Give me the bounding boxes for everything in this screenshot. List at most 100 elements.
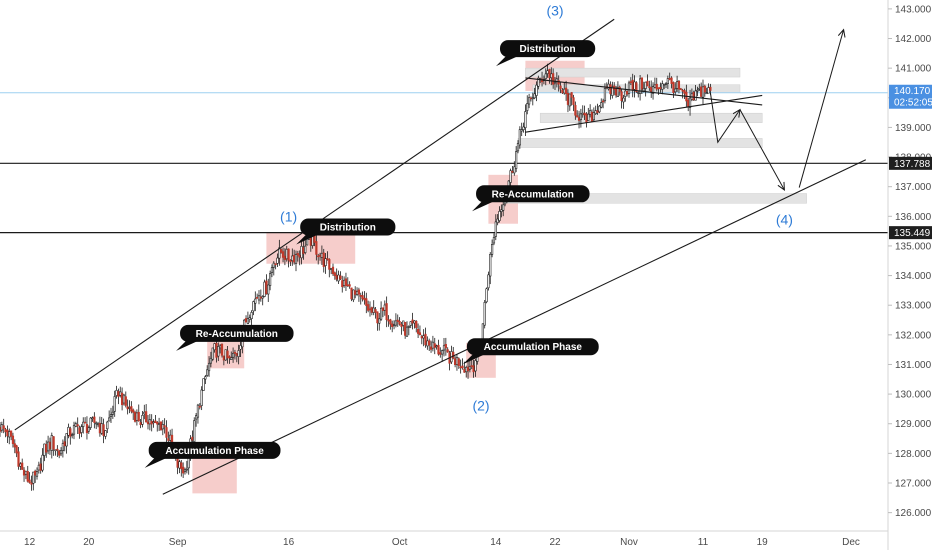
candle-down xyxy=(137,411,140,422)
callout-pointer xyxy=(472,201,495,212)
candle-down xyxy=(331,266,335,275)
candle-down xyxy=(146,421,150,425)
candle-up xyxy=(267,284,270,295)
candle-down xyxy=(0,427,2,432)
candle-down xyxy=(668,78,671,80)
y-tick-label: 129.000 xyxy=(895,419,932,430)
candle-up xyxy=(219,345,222,349)
candle-up xyxy=(587,113,590,121)
x-tick-label: 16 xyxy=(283,537,295,548)
candle-down xyxy=(156,421,159,425)
candle-down xyxy=(657,87,660,89)
axes-layer xyxy=(0,0,889,550)
candle-down xyxy=(428,340,431,346)
callouts-layer: Accumulation Phase Re-Accumulation Distrib… xyxy=(144,40,599,468)
candle-down xyxy=(335,274,338,280)
candle-down xyxy=(302,247,305,254)
candle-up xyxy=(589,110,592,115)
candle-down xyxy=(391,323,394,327)
candle-up xyxy=(207,362,211,372)
candle-down xyxy=(69,428,72,437)
candle-up xyxy=(239,345,242,350)
candle-down xyxy=(85,424,89,434)
candle-down xyxy=(609,84,612,95)
candle-down xyxy=(222,355,225,361)
candle-up xyxy=(342,279,346,286)
candle-down xyxy=(198,405,201,408)
candle-up xyxy=(455,357,459,365)
x-tick-label: Oct xyxy=(392,537,408,548)
callout-pointer xyxy=(462,354,485,365)
candle-down xyxy=(45,444,48,453)
candle-up xyxy=(143,411,146,415)
candle-up xyxy=(19,463,22,467)
candle-down xyxy=(429,346,433,350)
y-tick-label: 132.000 xyxy=(895,330,932,341)
candle-down xyxy=(590,111,594,122)
candle-up xyxy=(707,87,710,94)
y-tick-label: 126.000 xyxy=(895,508,932,519)
candle-up xyxy=(498,210,501,221)
candle-up xyxy=(61,443,64,451)
candle-down xyxy=(76,424,79,427)
candle-down xyxy=(629,81,632,83)
candle-up xyxy=(441,350,444,355)
candle-down xyxy=(614,88,618,96)
candle-down xyxy=(287,248,290,261)
candle-down xyxy=(26,471,29,482)
candle-up xyxy=(193,420,196,442)
candle-down xyxy=(102,424,105,436)
grey-zone-rect xyxy=(539,112,763,123)
candle-up xyxy=(204,376,207,380)
candle-down xyxy=(256,297,259,299)
candle-up xyxy=(285,248,288,260)
candle-down xyxy=(328,259,331,270)
candle-down xyxy=(365,298,368,306)
candle-up xyxy=(422,335,425,339)
candle-down xyxy=(317,255,320,258)
wave-label: (3) xyxy=(546,2,563,18)
y-tick-label: 134.000 xyxy=(895,271,932,282)
candle-down xyxy=(333,272,336,277)
candle-down xyxy=(655,83,658,90)
candle-down xyxy=(463,368,466,373)
candle-down xyxy=(150,420,153,425)
candle-down xyxy=(396,319,399,322)
candle-down xyxy=(457,358,460,366)
candle-down xyxy=(28,479,31,483)
candle-up xyxy=(500,209,503,212)
candle-down xyxy=(439,352,442,355)
candle-up xyxy=(516,143,520,152)
candle-down xyxy=(640,77,644,90)
y-tick-label: 133.000 xyxy=(895,301,932,312)
y-tick-label: 128.000 xyxy=(895,449,932,460)
candle-up xyxy=(291,255,294,262)
candle-down xyxy=(564,87,568,94)
callout-pointer xyxy=(144,457,167,468)
candle-down xyxy=(133,412,137,422)
candle-down xyxy=(6,429,9,437)
candle-up xyxy=(705,92,708,95)
candle-up xyxy=(304,245,307,253)
candle-down xyxy=(145,411,148,423)
candle-down xyxy=(585,113,588,123)
trend-line xyxy=(525,94,763,133)
candle-down xyxy=(10,430,13,437)
candle-up xyxy=(89,417,92,428)
candle-up xyxy=(67,426,70,436)
projection-arrow xyxy=(739,109,785,191)
candle-down xyxy=(683,90,686,94)
candle-up xyxy=(431,341,435,349)
candle-down xyxy=(566,92,570,105)
candle-up xyxy=(355,291,359,295)
candle-up xyxy=(106,421,109,430)
candle-down xyxy=(470,365,473,367)
callout-box xyxy=(500,40,596,58)
candle-up xyxy=(178,461,181,469)
candle-up xyxy=(661,83,664,90)
candle-up xyxy=(550,73,553,79)
candle-up xyxy=(666,78,669,84)
candle-up xyxy=(642,87,645,92)
callout-label: Distribution xyxy=(320,222,376,233)
